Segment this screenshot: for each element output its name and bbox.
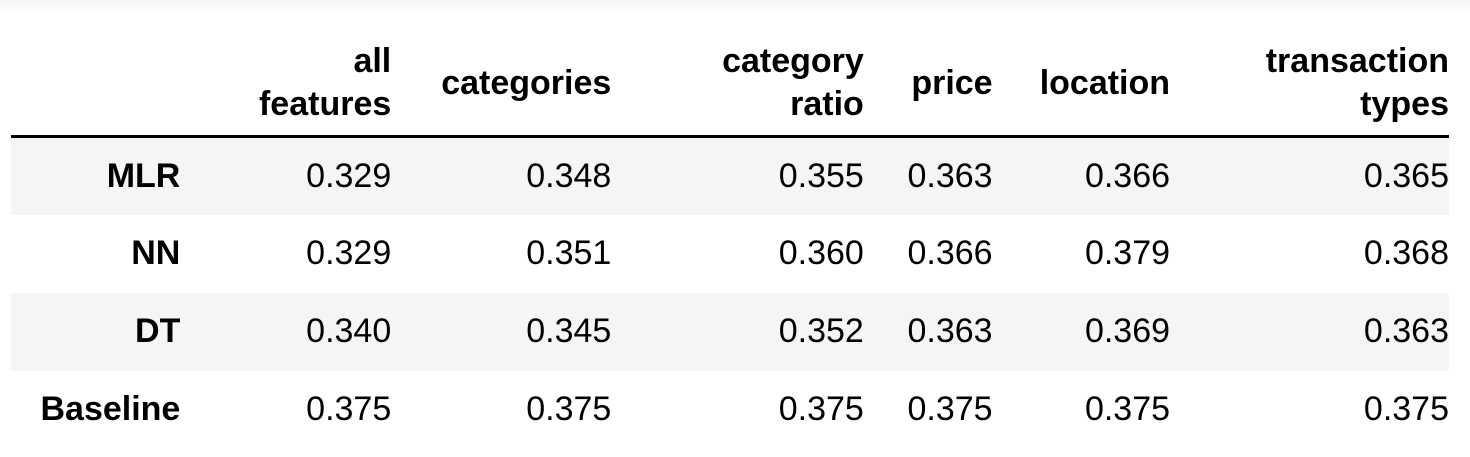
table-row-nn: NN 0.329 0.351 0.360 0.366 0.379 0.368: [11, 215, 1449, 293]
row-label: NN: [131, 234, 181, 272]
table-header: all features categories category ratio p…: [11, 31, 1449, 138]
header-line: all: [353, 42, 392, 80]
column-header-all-features: all features: [180, 31, 392, 138]
table-cell: 0.363: [1363, 312, 1449, 350]
table-cell: 0.363: [907, 156, 993, 195]
table-cell: 0.375: [778, 390, 864, 428]
table-cell: 0.375: [1084, 390, 1171, 428]
table-cell: 0.379: [1084, 234, 1171, 272]
header-row: all features categories category ratio p…: [11, 31, 1449, 138]
row-label: DT: [135, 312, 181, 350]
table-cell: 0.345: [526, 312, 612, 350]
table-cell: 0.366: [907, 234, 993, 272]
table-row-baseline: Baseline 0.375 0.375 0.375 0.375 0.375 0…: [11, 371, 1449, 449]
column-header-transaction-types: transaction types: [1170, 31, 1449, 138]
table-cell: 0.348: [526, 156, 612, 195]
column-header-location: location: [992, 31, 1171, 138]
table-cell: 0.355: [778, 156, 864, 195]
table-cell: 0.375: [1363, 390, 1449, 428]
table-cell: 0.369: [1084, 312, 1171, 350]
column-header-categories: categories: [391, 31, 612, 138]
table-row-mlr: MLR 0.329 0.348 0.355 0.363 0.366 0.365: [11, 136, 1449, 215]
results-table: all features categories category ratio p…: [11, 31, 1449, 449]
table-row-dt: DT 0.340 0.345 0.352 0.363 0.369 0.363: [11, 292, 1449, 371]
table-body: MLR 0.329 0.348 0.355 0.363 0.366 0.365 …: [11, 136, 1449, 449]
header-line: features: [258, 85, 392, 123]
table-cell: 0.365: [1363, 156, 1449, 195]
row-label: Baseline: [40, 390, 181, 428]
column-header-category-ratio: category ratio: [611, 31, 864, 138]
table-cell: 0.360: [778, 234, 864, 272]
table-cell: 0.368: [1363, 234, 1449, 272]
header-line: ratio: [790, 85, 864, 123]
row-label: MLR: [106, 156, 181, 195]
table-cell: 0.375: [907, 390, 993, 428]
header-line: transaction: [1265, 42, 1449, 80]
table-cell: 0.366: [1084, 156, 1171, 195]
table-cell: 0.375: [526, 390, 612, 428]
table-cell: 0.340: [306, 312, 392, 350]
top-edge-shade: [0, 0, 1470, 14]
header-line: categories: [441, 63, 612, 102]
table-cell: 0.352: [778, 312, 864, 350]
table-cell: 0.351: [526, 234, 612, 272]
header-line: category: [722, 42, 864, 80]
table-cell: 0.375: [306, 390, 392, 428]
header-line: types: [1360, 85, 1449, 123]
index-header-cell: [11, 31, 181, 138]
header-line: location: [1039, 63, 1171, 102]
header-line: price: [911, 63, 993, 102]
table-cell: 0.329: [306, 234, 392, 272]
table-cell: 0.329: [306, 156, 392, 195]
table-cell: 0.363: [907, 312, 993, 350]
column-header-price: price: [863, 31, 993, 138]
